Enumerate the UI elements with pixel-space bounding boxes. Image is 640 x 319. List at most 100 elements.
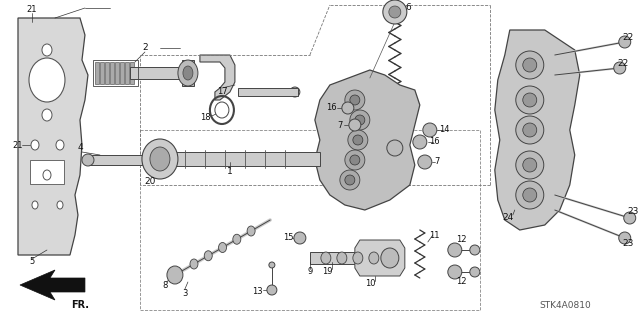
Text: 10: 10 (365, 279, 375, 288)
Ellipse shape (178, 60, 198, 86)
Ellipse shape (523, 188, 537, 202)
Polygon shape (20, 270, 85, 300)
Ellipse shape (418, 155, 432, 169)
Bar (238, 88, 298, 96)
Bar (93, 60, 138, 86)
Ellipse shape (42, 109, 52, 121)
Ellipse shape (290, 87, 300, 97)
Text: 20: 20 (144, 177, 156, 187)
Ellipse shape (413, 135, 427, 149)
Ellipse shape (350, 95, 360, 105)
Bar (130, 62, 134, 84)
Ellipse shape (29, 58, 65, 102)
Ellipse shape (523, 158, 537, 172)
Ellipse shape (389, 6, 401, 18)
Text: FR.: FR. (71, 300, 89, 310)
Text: 22: 22 (617, 60, 628, 69)
Bar (105, 62, 109, 84)
Ellipse shape (516, 86, 544, 114)
Ellipse shape (337, 252, 347, 264)
Ellipse shape (381, 248, 399, 268)
Ellipse shape (619, 36, 631, 48)
Ellipse shape (204, 251, 212, 261)
Ellipse shape (183, 66, 193, 80)
Ellipse shape (348, 130, 368, 150)
Bar (130, 67, 185, 79)
Bar (30, 160, 64, 184)
Ellipse shape (470, 245, 480, 255)
Ellipse shape (345, 90, 365, 110)
Ellipse shape (345, 175, 355, 185)
Ellipse shape (56, 140, 64, 150)
Ellipse shape (142, 139, 178, 179)
Ellipse shape (516, 116, 544, 144)
Text: 3: 3 (182, 288, 188, 298)
Ellipse shape (448, 265, 462, 279)
Ellipse shape (448, 243, 462, 257)
Ellipse shape (190, 259, 198, 269)
Ellipse shape (342, 102, 354, 114)
Bar (310, 252, 390, 264)
Text: 8: 8 (163, 281, 168, 291)
Ellipse shape (247, 226, 255, 236)
Ellipse shape (218, 242, 227, 253)
Bar (140, 130, 480, 310)
Bar (88, 155, 168, 165)
Polygon shape (18, 18, 88, 255)
Ellipse shape (353, 252, 363, 264)
Ellipse shape (321, 252, 331, 264)
Text: STK4A0810: STK4A0810 (539, 300, 591, 309)
Text: 6: 6 (405, 4, 411, 12)
Text: 9: 9 (307, 268, 312, 277)
Bar (120, 62, 124, 84)
Text: 18: 18 (200, 114, 210, 122)
Ellipse shape (387, 140, 403, 156)
Ellipse shape (523, 123, 537, 137)
Text: 2: 2 (142, 43, 148, 53)
Bar (100, 62, 104, 84)
Ellipse shape (624, 212, 636, 224)
Ellipse shape (423, 123, 437, 137)
Ellipse shape (523, 93, 537, 107)
Polygon shape (495, 30, 580, 230)
Ellipse shape (523, 58, 537, 72)
Ellipse shape (267, 285, 277, 295)
Text: 21: 21 (27, 5, 37, 14)
Text: 21: 21 (13, 140, 23, 150)
Ellipse shape (269, 262, 275, 268)
Bar (115, 62, 119, 84)
Ellipse shape (82, 154, 94, 166)
Text: 22: 22 (622, 33, 634, 42)
Ellipse shape (350, 155, 360, 165)
Ellipse shape (294, 232, 306, 244)
Text: 5: 5 (29, 257, 35, 266)
Ellipse shape (233, 234, 241, 244)
Ellipse shape (619, 232, 631, 244)
Ellipse shape (350, 110, 370, 130)
Ellipse shape (42, 44, 52, 56)
Ellipse shape (31, 140, 39, 150)
Text: 11: 11 (429, 231, 440, 240)
Text: 14: 14 (440, 125, 450, 135)
Text: 13: 13 (253, 287, 263, 296)
Bar (110, 62, 114, 84)
Ellipse shape (369, 252, 379, 264)
Text: 15: 15 (283, 234, 293, 242)
Text: 7: 7 (337, 121, 342, 130)
Text: 23: 23 (622, 240, 634, 249)
Bar (95, 62, 99, 84)
Ellipse shape (150, 147, 170, 171)
Text: 23: 23 (627, 207, 639, 217)
Ellipse shape (355, 115, 365, 125)
Bar (155, 152, 320, 166)
Ellipse shape (215, 102, 229, 118)
Text: 1: 1 (227, 167, 233, 176)
Ellipse shape (516, 51, 544, 79)
Bar (125, 62, 129, 84)
Text: 16: 16 (326, 103, 337, 113)
Ellipse shape (340, 170, 360, 190)
Polygon shape (355, 240, 405, 276)
Text: 16: 16 (429, 137, 440, 146)
Polygon shape (315, 70, 420, 210)
Ellipse shape (349, 119, 361, 131)
